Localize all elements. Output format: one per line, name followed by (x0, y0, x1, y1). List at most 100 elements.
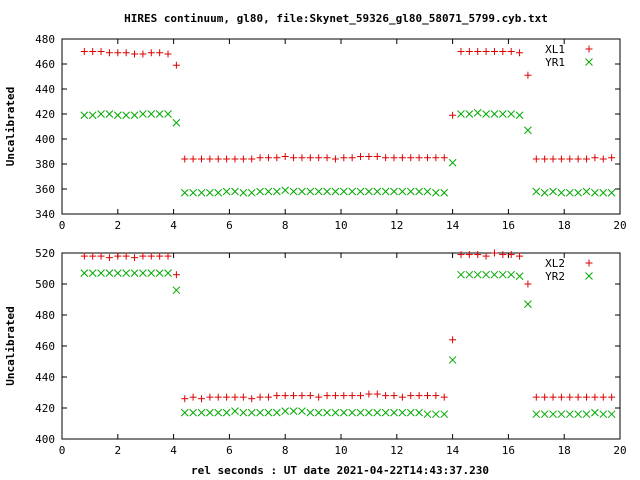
data-point (499, 251, 507, 259)
data-point (281, 392, 289, 400)
data-point (599, 393, 607, 401)
data-point (449, 111, 457, 119)
data-point (239, 393, 247, 401)
x-tick-label: 20 (613, 444, 626, 457)
x-tick-label: 8 (282, 219, 289, 232)
data-point (298, 154, 306, 162)
data-point (599, 188, 608, 197)
data-point (599, 155, 607, 163)
data-point (181, 155, 189, 163)
data-point (583, 393, 591, 401)
data-point (272, 187, 281, 196)
data-point (557, 188, 566, 197)
data-point (156, 252, 164, 260)
data-point (398, 408, 407, 417)
data-point (155, 110, 164, 118)
data-point (532, 410, 541, 419)
data-point (272, 408, 281, 417)
data-point (566, 155, 574, 163)
data-point (323, 154, 331, 162)
data-point (80, 269, 89, 278)
x-tick-label: 16 (502, 219, 515, 232)
y-tick-label: 380 (35, 158, 55, 171)
data-point (407, 392, 415, 400)
data-point (147, 269, 156, 278)
data-point (97, 110, 105, 118)
data-point (591, 154, 599, 162)
series-YR1 (80, 108, 616, 197)
data-point (432, 410, 440, 419)
data-point (498, 110, 507, 118)
y-tick-label: 460 (35, 58, 55, 71)
data-point (423, 187, 432, 196)
data-point (432, 392, 440, 400)
data-point (574, 410, 583, 419)
data-point (105, 110, 114, 118)
x-tick-label: 16 (502, 444, 515, 457)
data-point (189, 155, 197, 163)
data-point (89, 252, 97, 260)
data-point (516, 49, 524, 57)
data-point (565, 410, 574, 419)
data-point (247, 408, 256, 417)
data-point (198, 155, 205, 163)
y-tick-label: 340 (35, 208, 55, 221)
data-point (172, 118, 181, 127)
data-point (390, 154, 398, 162)
data-point (516, 252, 524, 260)
data-point (524, 300, 532, 309)
data-point (448, 158, 457, 167)
y-tick-label: 420 (35, 402, 55, 415)
data-point (382, 154, 390, 162)
data-point (97, 269, 105, 278)
data-point (390, 408, 398, 417)
data-point (155, 269, 164, 278)
data-point (147, 252, 155, 260)
data-point (80, 111, 89, 120)
data-point (599, 410, 608, 419)
data-point (357, 153, 365, 160)
data-point (256, 393, 264, 401)
data-point (323, 187, 331, 196)
data-point (306, 392, 314, 400)
data-point (314, 408, 323, 417)
data-point (356, 187, 365, 196)
data-point (206, 393, 214, 401)
x-tick-label: 20 (613, 219, 626, 232)
data-point (231, 187, 239, 196)
data-point (440, 154, 448, 162)
data-point (549, 393, 557, 401)
data-point (524, 280, 532, 288)
data-point (498, 270, 507, 279)
data-point (331, 408, 340, 417)
x-tick-label: 14 (446, 444, 460, 457)
x-tick-label: 12 (390, 219, 403, 232)
y-tick-label: 400 (35, 133, 55, 146)
data-point (231, 407, 239, 415)
legend-marker (585, 58, 593, 66)
data-point (88, 111, 97, 120)
data-point (591, 408, 599, 417)
data-point (557, 393, 565, 401)
y-tick-label: 480 (35, 33, 55, 46)
data-point (214, 393, 222, 401)
data-point (264, 187, 273, 196)
data-point (281, 407, 290, 415)
data-point (164, 252, 172, 260)
data-point (331, 187, 340, 196)
data-point (591, 188, 599, 197)
x-tick-label: 14 (446, 219, 460, 232)
data-point (398, 154, 406, 162)
data-point (423, 154, 431, 162)
data-point (582, 187, 591, 196)
data-point (482, 270, 490, 279)
plot-frame (61, 38, 621, 215)
series-YR2 (80, 269, 616, 419)
data-point (139, 50, 147, 58)
data-point (113, 111, 122, 120)
data-point (507, 110, 516, 118)
y-tick-label: 360 (35, 183, 55, 196)
legend-label: XL1 (545, 43, 565, 56)
x-tick-label: 8 (282, 444, 289, 457)
data-point (381, 408, 390, 417)
